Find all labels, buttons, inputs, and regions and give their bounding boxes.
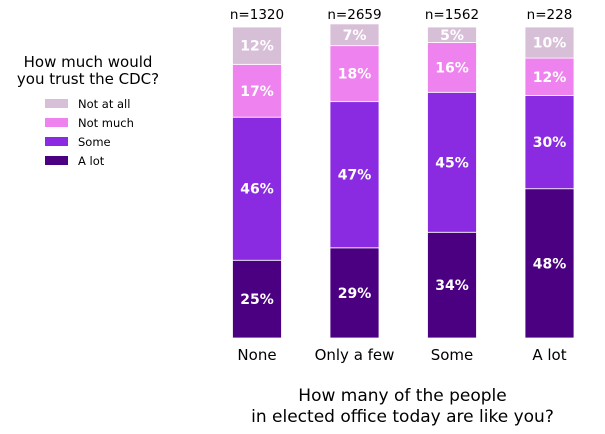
bar-segment [524,95,575,190]
data-label: 12% [240,39,274,55]
bar-segment [329,247,380,339]
legend-label: Not much [78,115,134,130]
x-tick-label: Only a few [315,346,395,364]
legend: How much would you trust the CDC? Not at… [14,54,162,170]
legend-label: A lot [78,153,105,168]
bar-segment [524,57,575,96]
bar-segment [427,26,477,43]
sample-size-label: n=2659 [327,7,381,23]
data-label: 5% [440,28,464,44]
legend-item: A lot [45,151,162,170]
legend-title-line-2: you trust the CDC? [16,70,160,88]
data-label: 30% [533,135,567,151]
bar-segment [427,91,477,233]
data-label: 34% [435,278,469,294]
legend-swatch [45,156,68,165]
legend-title: How much would you trust the CDC? [14,54,162,88]
x-axis-title-line-1: How many of the people [298,386,507,406]
legend-items: Not at all Not much Some A lot [45,94,162,170]
legend-title-line-1: How much would [23,53,153,71]
bar-segment [329,45,380,103]
x-axis-title: How many of the people in elected office… [200,386,605,428]
data-label: 25% [240,292,274,308]
data-label: 29% [338,286,372,302]
legend-swatch [45,99,68,108]
bar-segment [232,259,282,339]
bar-segment [427,231,477,339]
data-label: 16% [435,60,469,76]
data-label: 47% [338,168,372,184]
x-tick-label: None [237,346,276,364]
bar-segment [232,63,282,118]
x-tick-label: A lot [532,346,566,364]
legend-item: Not at all [45,94,162,113]
bar-segment [524,26,575,59]
data-label: 7% [343,28,367,44]
sample-size-label: n=228 [527,7,573,23]
data-label: 18% [338,67,372,83]
bar-segment [329,101,380,249]
legend-swatch [45,118,68,127]
bar-segment [232,26,282,65]
data-label: 48% [533,256,567,272]
data-label: 45% [435,155,469,171]
legend-swatch [45,137,68,146]
bar-segment [232,116,282,261]
data-label: 17% [240,84,274,100]
legend-label: Not at all [78,96,131,111]
legend-item: Not much [45,113,162,132]
x-axis-title-line-2: in elected office today are like you? [251,407,554,427]
data-label: 12% [533,70,567,86]
bar-segment [524,188,575,339]
bar-segment [427,42,477,93]
legend-label: Some [78,134,111,149]
legend-item: Some [45,132,162,151]
bar-segment [329,23,380,47]
x-tick-label: Some [431,346,474,364]
sample-size-label: n=1562 [425,7,479,23]
sample-size-label: n=1320 [230,7,284,23]
data-label: 46% [240,182,274,198]
data-label: 10% [533,36,567,52]
